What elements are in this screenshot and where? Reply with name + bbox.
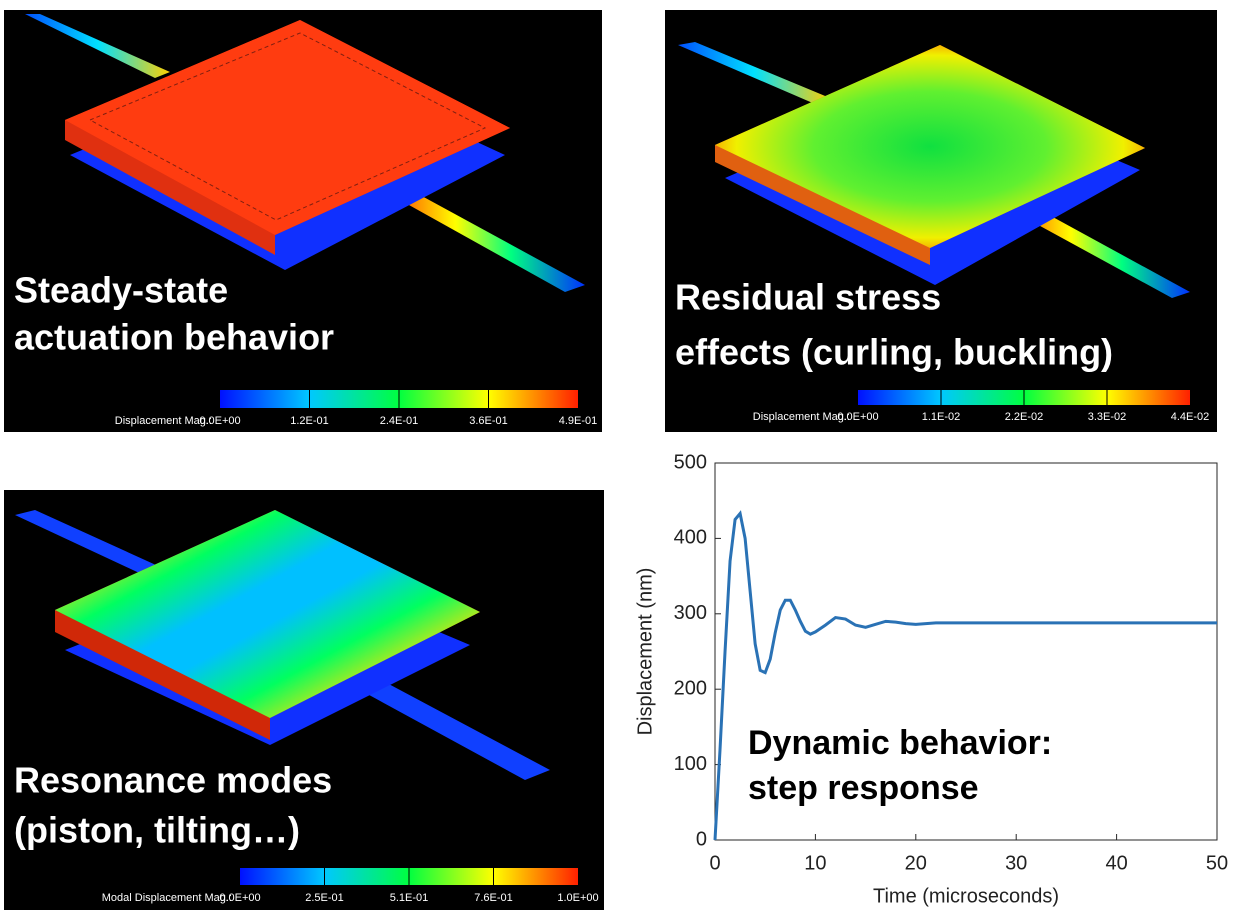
caption: (piston, tilting…)	[14, 810, 300, 851]
caption: Steady-state	[14, 270, 228, 311]
colorbar-label: Displacement Mag.:	[115, 415, 212, 427]
y-tick-label: 500	[674, 451, 707, 473]
colorbar-tick-label: 1.1E-02	[922, 411, 961, 423]
data-line	[713, 510, 1217, 841]
colorbar-tick-label: 0.0E+00	[219, 892, 260, 904]
colorbar-tick-label: 2.4E-01	[380, 415, 419, 427]
colorbar-tick-label: 0.0E+00	[199, 415, 240, 427]
y-tick-label: 100	[674, 753, 707, 775]
x-tick-label: 10	[804, 852, 826, 874]
colorbar-tick-label: 1.0E+00	[557, 892, 598, 904]
annotation: Dynamic behavior:	[748, 724, 1052, 762]
x-axis-label: Time (microseconds)	[873, 885, 1059, 907]
colorbar-tick-label: 3.6E-01	[469, 415, 508, 427]
colorbar-tick-label: 3.3E-02	[1088, 411, 1127, 423]
render-panel	[665, 10, 1217, 432]
caption: Residual stress	[675, 277, 941, 318]
y-axis-label: Displacement (nm)	[634, 568, 656, 736]
y-tick-label: 400	[674, 527, 707, 549]
annotation: step response	[748, 769, 979, 807]
colorbar-tick-label: 1.2E-01	[290, 415, 329, 427]
x-tick-label: 0	[709, 852, 720, 874]
colorbar-label: Displacement Mag.:	[753, 411, 850, 423]
x-tick-label: 40	[1105, 852, 1127, 874]
colorbar-tick-label: 2.5E-01	[305, 892, 344, 904]
x-tick-label: 20	[905, 852, 927, 874]
caption: Resonance modes	[14, 760, 332, 801]
render-panel	[4, 10, 602, 432]
x-tick-label: 50	[1206, 852, 1228, 874]
colorbar-label: Modal Displacement Mag.:	[102, 892, 232, 904]
colorbar-tick-label: 0.0E+00	[837, 411, 878, 423]
caption: effects (curling, buckling)	[675, 332, 1113, 373]
caption: actuation behavior	[14, 317, 334, 358]
colorbar-tick-label: 2.2E-02	[1005, 411, 1044, 423]
colorbar-tick-label: 4.9E-01	[559, 415, 598, 427]
plot-area	[714, 462, 1218, 841]
y-tick-label: 0	[696, 828, 707, 850]
colorbar-tick-label: 4.4E-02	[1171, 411, 1210, 423]
colorbar-tick-label: 7.6E-01	[474, 892, 513, 904]
y-tick-label: 300	[674, 602, 707, 624]
y-tick-label: 200	[674, 677, 707, 699]
colorbar-tick-label: 5.1E-01	[390, 892, 429, 904]
render-panel	[4, 490, 604, 910]
x-tick-label: 30	[1005, 852, 1027, 874]
